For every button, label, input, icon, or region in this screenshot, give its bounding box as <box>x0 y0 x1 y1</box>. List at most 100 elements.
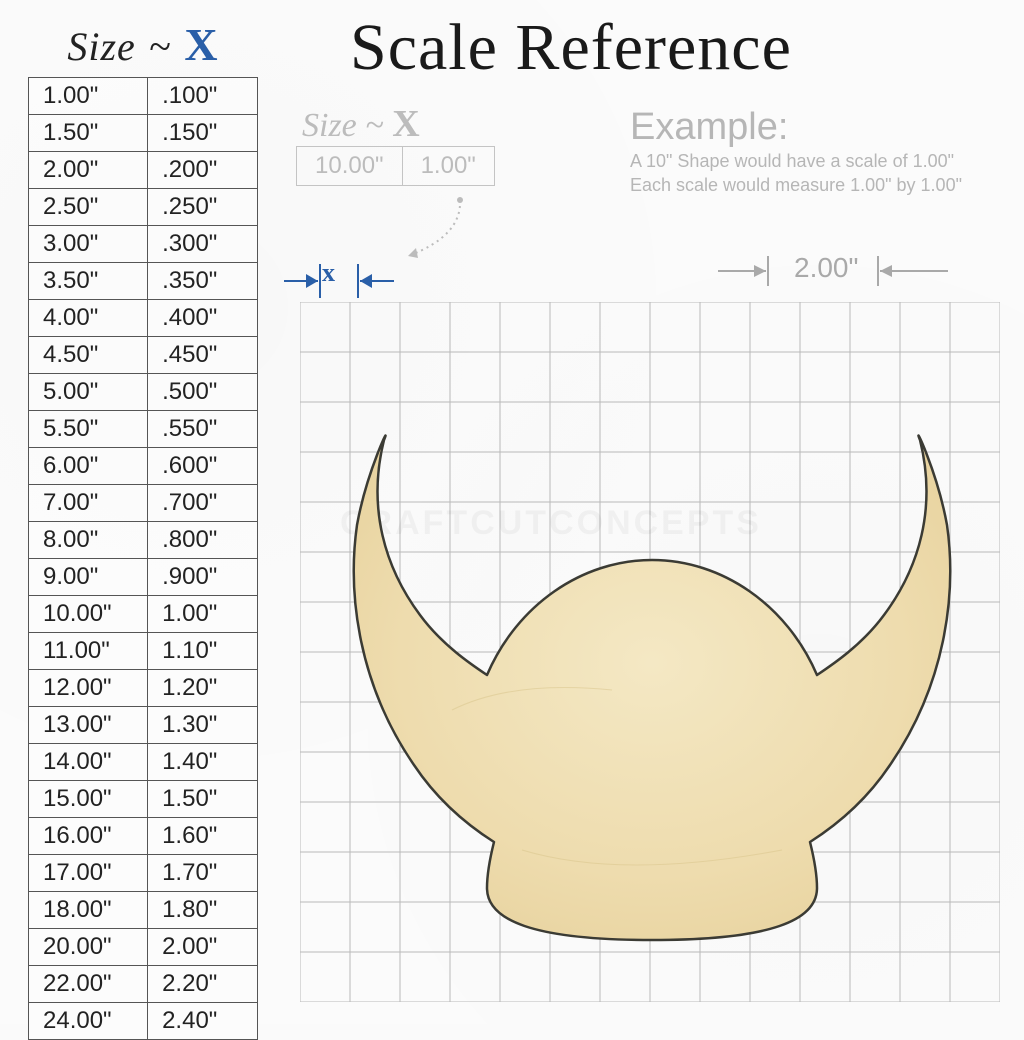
cell-x: 1.70" <box>148 855 258 892</box>
mini-x: X <box>392 103 419 145</box>
table-row: 6.00".600" <box>29 448 258 485</box>
cell-x: 1.80" <box>148 892 258 929</box>
header-size-label: Size <box>67 24 135 69</box>
table-row: 3.50".350" <box>29 263 258 300</box>
viking-helmet-icon <box>322 410 982 970</box>
cell-size: 17.00" <box>29 855 148 892</box>
cell-x: 1.40" <box>148 744 258 781</box>
cell-size: 3.00" <box>29 226 148 263</box>
mini-size-label: Size <box>302 107 357 144</box>
mini-table: 10.00" 1.00" <box>296 146 495 186</box>
table-row: 8.00".800" <box>29 522 258 559</box>
cell-x: .900" <box>148 559 258 596</box>
cell-size: 24.00" <box>29 1003 148 1040</box>
table-row: 7.00".700" <box>29 485 258 522</box>
table-row: 17.00"1.70" <box>29 855 258 892</box>
cell-size: 1.50" <box>29 115 148 152</box>
cell-x: .200" <box>148 152 258 189</box>
cell-size: 22.00" <box>29 966 148 1003</box>
mini-cell-x: 1.00" <box>402 147 494 186</box>
cell-x: .500" <box>148 374 258 411</box>
cell-x: .400" <box>148 300 258 337</box>
table-row: 1.00".100" <box>29 78 258 115</box>
cell-size: 7.00" <box>29 485 148 522</box>
table-row: 5.00".500" <box>29 374 258 411</box>
example-title: Example: <box>630 106 1010 149</box>
table-row: 18.00"1.80" <box>29 892 258 929</box>
dotted-arrow-icon <box>400 196 480 266</box>
cell-size: 11.00" <box>29 633 148 670</box>
table-row: 2.00".200" <box>29 152 258 189</box>
table-row: 2.50".250" <box>29 189 258 226</box>
cell-size: 5.00" <box>29 374 148 411</box>
table-row: 4.00".400" <box>29 300 258 337</box>
page-title: Scale Reference <box>350 10 792 86</box>
cell-x: .600" <box>148 448 258 485</box>
dimension-label: 2.00" <box>794 252 858 284</box>
cell-size: 12.00" <box>29 670 148 707</box>
mini-size-block: Size ~ X 10.00" 1.00" <box>296 102 495 186</box>
table-row: 11.00"1.10" <box>29 633 258 670</box>
mini-header: Size ~ X <box>296 102 495 146</box>
table-row: 22.00"2.20" <box>29 966 258 1003</box>
cell-x: .350" <box>148 263 258 300</box>
cell-x: 1.50" <box>148 781 258 818</box>
cell-x: .450" <box>148 337 258 374</box>
table-row: 4.50".450" <box>29 337 258 374</box>
table-row: 20.00"2.00" <box>29 929 258 966</box>
cell-size: 2.00" <box>29 152 148 189</box>
cell-x: .550" <box>148 411 258 448</box>
shape-viking-helmet <box>322 410 982 970</box>
cell-x: .150" <box>148 115 258 152</box>
table-row: 15.00"1.50" <box>29 781 258 818</box>
scale-table: 1.00".100"1.50".150"2.00".200"2.50".250"… <box>28 77 258 1040</box>
example-block: Example: A 10" Shape would have a scale … <box>630 106 1010 198</box>
cell-x: .800" <box>148 522 258 559</box>
cell-x: 1.10" <box>148 633 258 670</box>
table-row: 14.00"1.40" <box>29 744 258 781</box>
table-row: 16.00"1.60" <box>29 818 258 855</box>
cell-size: 2.50" <box>29 189 148 226</box>
table-row: 12.00"1.20" <box>29 670 258 707</box>
table-row: 5.50".550" <box>29 411 258 448</box>
cell-x: .700" <box>148 485 258 522</box>
x-dimension-bracket <box>284 260 394 302</box>
cell-x: 2.00" <box>148 929 258 966</box>
cell-size: 1.00" <box>29 78 148 115</box>
cell-x: .300" <box>148 226 258 263</box>
cell-x: 1.30" <box>148 707 258 744</box>
cell-x: 2.20" <box>148 966 258 1003</box>
size-table: Size ~ X 1.00".100"1.50".150"2.00".200"2… <box>28 18 258 1040</box>
cell-size: 16.00" <box>29 818 148 855</box>
size-table-header: Size ~ X <box>28 18 258 77</box>
cell-size: 18.00" <box>29 892 148 929</box>
cell-x: 1.00" <box>148 596 258 633</box>
cell-x: 1.20" <box>148 670 258 707</box>
cell-x: .250" <box>148 189 258 226</box>
cell-size: 9.00" <box>29 559 148 596</box>
table-row: 24.00"2.40" <box>29 1003 258 1040</box>
cell-size: 13.00" <box>29 707 148 744</box>
cell-x: 1.60" <box>148 818 258 855</box>
header-dash: ~ <box>147 24 174 69</box>
cell-size: 6.00" <box>29 448 148 485</box>
cell-size: 8.00" <box>29 522 148 559</box>
table-row: 1.50".150" <box>29 115 258 152</box>
table-row: 13.00"1.30" <box>29 707 258 744</box>
table-row: 9.00".900" <box>29 559 258 596</box>
cell-size: 4.00" <box>29 300 148 337</box>
x-indicator-label: x <box>322 258 335 288</box>
cell-x: .100" <box>148 78 258 115</box>
table-row: 3.00".300" <box>29 226 258 263</box>
mini-cell-size: 10.00" <box>297 147 403 186</box>
cell-size: 4.50" <box>29 337 148 374</box>
example-line-2: Each scale would measure 1.00" by 1.00" <box>630 173 1010 197</box>
cell-size: 20.00" <box>29 929 148 966</box>
cell-size: 3.50" <box>29 263 148 300</box>
grid-dimension: 2.00" <box>718 246 948 296</box>
cell-size: 10.00" <box>29 596 148 633</box>
table-row: 10.00"1.00" <box>29 596 258 633</box>
example-line-1: A 10" Shape would have a scale of 1.00" <box>630 149 1010 173</box>
mini-dash: ~ <box>365 107 383 144</box>
header-x: X <box>184 19 218 70</box>
